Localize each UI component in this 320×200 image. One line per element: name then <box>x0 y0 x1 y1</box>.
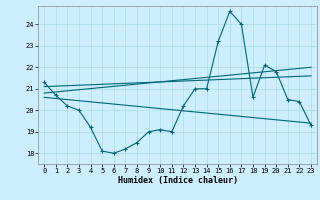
X-axis label: Humidex (Indice chaleur): Humidex (Indice chaleur) <box>118 176 238 185</box>
